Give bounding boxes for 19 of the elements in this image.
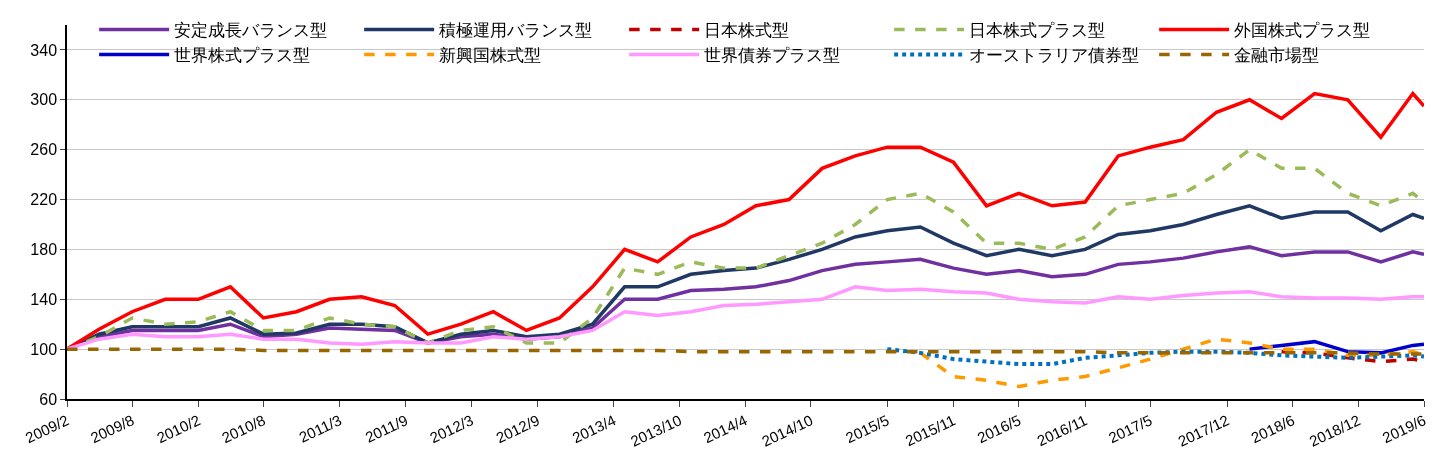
legend-label: 世界債券プラス型 [704, 46, 841, 66]
legend-label: 安定成長バランス型 [174, 21, 328, 41]
legend-label: 世界株式プラス型 [174, 46, 311, 66]
y-tick-label: 340 [30, 41, 58, 59]
y-tick-label: 60 [39, 390, 58, 408]
legend-label: 新興国株式型 [439, 46, 542, 66]
legend-label: 外国株式プラス型 [1234, 21, 1371, 41]
y-tick-label: 260 [30, 141, 58, 159]
legend-label: 日本株式プラス型 [969, 21, 1106, 41]
y-tick-label: 300 [30, 91, 58, 109]
line-series [885, 347, 1424, 367]
y-tick-label: 100 [30, 340, 58, 358]
y-tick-label: 220 [30, 191, 58, 209]
legend-label: 金融市場型 [1234, 46, 1320, 66]
legend-label: オーストラリア債券型 [969, 46, 1140, 66]
legend-label: 日本株式型 [704, 21, 790, 41]
legend-label: 積極運用バランス型 [439, 21, 593, 41]
y-tick-label: 180 [30, 241, 58, 258]
y-tick-label: 140 [30, 290, 58, 308]
